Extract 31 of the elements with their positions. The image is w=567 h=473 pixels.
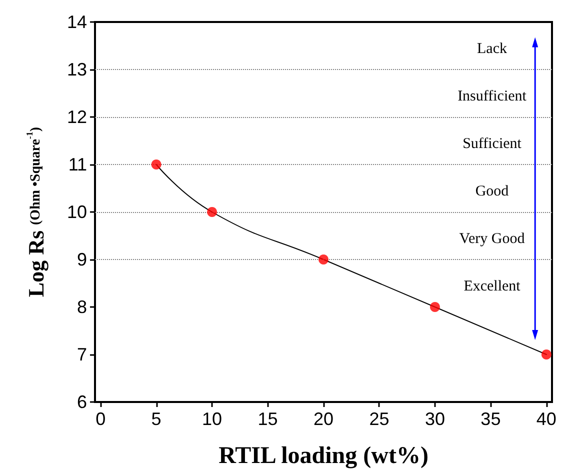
annotation: Sufficient [462,136,522,152]
x-tick-label: 40 [536,409,556,429]
point [430,302,440,312]
x-tick-label: 25 [369,409,390,429]
annotation: Excellent [464,278,522,294]
y-tick-label: 12 [66,107,87,127]
y-tick-label: 8 [76,297,87,317]
y-tick-label: 6 [76,392,87,412]
y-tick-label: 13 [66,60,87,80]
x-axis-title: RTIL loading (wt%) [218,443,428,469]
x-tick-label: 15 [258,409,278,429]
annotation: Insufficient [458,88,528,104]
y-tick-label: 10 [66,202,87,222]
annotation: Good [475,184,510,200]
x-tick-label: 0 [96,409,106,429]
x-tick-label: 35 [480,409,501,429]
x-tick-label: 30 [424,409,445,429]
y-tick-label: 11 [68,154,87,174]
x-tick-label: 5 [151,409,162,429]
annotation: Lack [477,41,508,57]
point [207,207,218,217]
annotation: Very Good [459,231,526,247]
y-axis-title: Log Rs (Ohm •Square-1) [24,126,48,298]
x-tick-label: 10 [202,409,222,429]
x-tick-label: 20 [313,409,334,429]
point [541,350,552,360]
point [151,160,162,170]
y-tick-label: 7 [76,344,87,364]
point [318,254,328,264]
y-tick-label: 9 [76,250,87,270]
y-tick-label: 14 [66,12,87,32]
